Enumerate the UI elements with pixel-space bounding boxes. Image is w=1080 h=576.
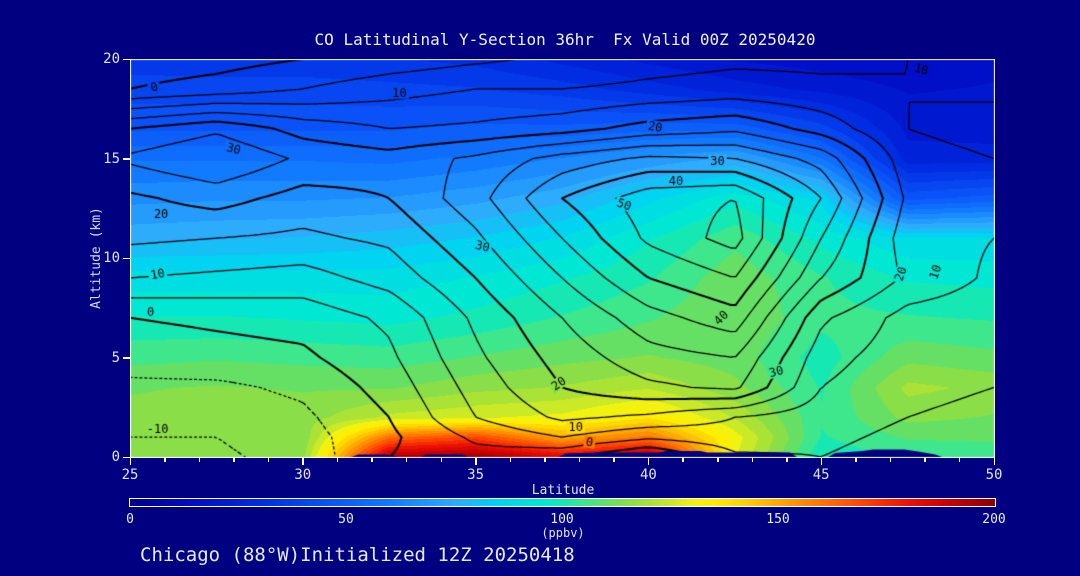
x-minor-tick [336,458,339,462]
x-major-tick [302,458,304,465]
y-tick-label: 10 [103,250,120,266]
x-minor-tick [371,458,373,462]
x-minor-tick [544,458,546,462]
x-major-tick [475,458,477,465]
y-tick-label: 20 [103,51,120,67]
colorbar-units: (ppbv) [541,526,585,540]
colorbar-tick-label: 0 [126,512,134,527]
contour-plot-canvas [130,59,995,458]
x-minor-tick [924,458,926,462]
x-minor-tick [164,458,166,462]
x-minor-tick [440,458,443,462]
x-minor-tick [682,458,684,462]
colorbar-tick-label: 150 [766,512,790,527]
x-major-tick [647,458,650,465]
y-major-tick [123,257,130,259]
x-minor-tick [786,458,788,462]
x-minor-tick [267,458,270,462]
x-minor-tick [613,458,615,462]
x-minor-tick [958,458,961,462]
y-tick-label: 15 [103,150,120,167]
y-major-tick [123,158,130,160]
y-tick-label: 0 [111,449,120,465]
y-major-tick [123,456,130,458]
x-minor-tick [855,458,857,462]
x-minor-tick [405,458,408,462]
station-init-label: Chicago (88°W)Initialized 12Z 20250418 [140,544,575,566]
x-minor-tick [717,458,719,462]
x-axis-label: Latitude [531,483,595,498]
x-tick-label: 30 [294,467,312,483]
x-minor-tick [198,458,201,462]
y-major-tick [123,357,130,359]
x-major-tick [820,458,823,465]
x-tick-label: 45 [812,467,830,483]
x-minor-tick [889,458,892,462]
x-tick-label: 40 [639,467,657,483]
y-major-tick [123,58,130,60]
y-tick-label: 5 [111,349,120,366]
x-minor-tick [751,458,754,462]
colorbar [129,498,996,507]
x-tick-label: 50 [985,467,1003,483]
x-major-tick [129,458,131,465]
x-tick-label: 25 [121,467,139,483]
x-minor-tick [578,458,581,462]
colorbar-tick-label: 50 [338,512,354,527]
x-tick-label: 35 [467,467,485,483]
colorbar-tick-label: 200 [982,512,1006,527]
colorbar-tick-label: 100 [550,512,574,527]
x-minor-tick [509,458,512,462]
x-minor-tick [233,458,235,462]
chart-title: CO Latitudinal Y-Section 36hr Fx Valid 0… [314,30,816,49]
x-major-tick [993,458,995,465]
